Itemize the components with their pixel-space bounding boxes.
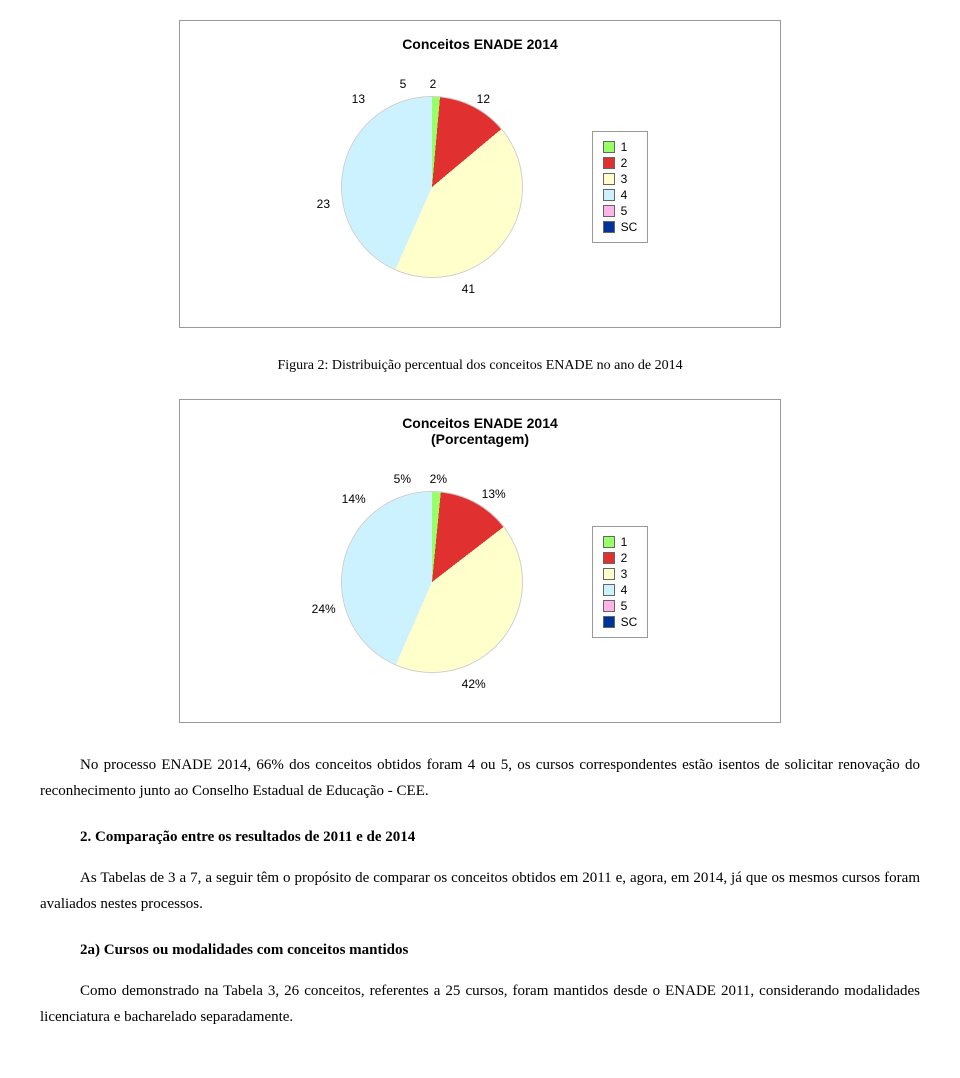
legend-swatch (603, 536, 615, 548)
chart-1-pie-wrap: 5 2 12 13 23 41 (312, 67, 552, 307)
legend-label: 5 (621, 599, 628, 613)
pie1-label-c6: 2 (430, 77, 437, 91)
legend-swatch (603, 552, 615, 564)
legend-swatch (603, 568, 615, 580)
figure-2-caption: Figura 2: Distribuição percentual dos co… (40, 358, 920, 374)
legend-item: 4 (603, 188, 638, 202)
pie2-label-c4: 24% (312, 602, 336, 616)
legend-swatch (603, 584, 615, 596)
legend-swatch (603, 141, 615, 153)
pie1-label-c1-c2: 12 (477, 92, 490, 106)
paragraph-2: As Tabelas de 3 a 7, a seguir têm o prop… (40, 866, 920, 917)
section-2-heading: 2. Comparação entre os resultados de 201… (40, 829, 920, 846)
chart-2-body: 5% 2% 13% 14% 24% 42% 1 2 3 4 5 SC (210, 462, 750, 702)
legend-swatch (603, 189, 615, 201)
legend-item: 2 (603, 551, 638, 565)
legend-swatch (603, 600, 615, 612)
chart-2-pie-wrap: 5% 2% 13% 14% 24% 42% (312, 462, 552, 702)
pie1-label-c3: 41 (462, 282, 475, 296)
chart-1-container: Conceitos ENADE 2014 5 2 12 13 23 41 1 2… (179, 20, 781, 328)
chart-2-pie (342, 492, 522, 672)
pie2-label-c6: 2% (430, 472, 447, 486)
legend-label: 2 (621, 551, 628, 565)
legend-item: 1 (603, 140, 638, 154)
legend-item: SC (603, 220, 638, 234)
legend-label: 2 (621, 156, 628, 170)
legend-swatch (603, 221, 615, 233)
chart-1-legend: 1 2 3 4 5 SC (592, 131, 649, 243)
pie2-label-c3: 42% (462, 677, 486, 691)
legend-label: SC (621, 220, 638, 234)
legend-item: 4 (603, 583, 638, 597)
legend-item: 5 (603, 204, 638, 218)
legend-swatch (603, 173, 615, 185)
legend-item: 3 (603, 567, 638, 581)
pie1-label-c4-top: 13 (352, 92, 365, 106)
legend-label: 4 (621, 188, 628, 202)
pie2-label-c5-left: 14% (342, 492, 366, 506)
legend-item: SC (603, 615, 638, 629)
legend-label: 1 (621, 140, 628, 154)
chart-1-title: Conceitos ENADE 2014 (210, 36, 750, 52)
chart-1-body: 5 2 12 13 23 41 1 2 3 4 5 SC (210, 67, 750, 307)
legend-item: 1 (603, 535, 638, 549)
legend-item: 2 (603, 156, 638, 170)
legend-label: 3 (621, 172, 628, 186)
chart-1-pie (342, 97, 522, 277)
legend-label: 5 (621, 204, 628, 218)
chart-2-title: Conceitos ENADE 2014 (Porcentagem) (210, 415, 750, 447)
legend-swatch (603, 205, 615, 217)
paragraph-1: No processo ENADE 2014, 66% dos conceito… (40, 753, 920, 804)
pie1-label-c5: 5 (400, 77, 407, 91)
legend-item: 3 (603, 172, 638, 186)
pie2-label-c2: 13% (482, 487, 506, 501)
legend-swatch (603, 157, 615, 169)
legend-label: 1 (621, 535, 628, 549)
chart-2-container: Conceitos ENADE 2014 (Porcentagem) 5% 2%… (179, 399, 781, 723)
pie1-label-c4: 23 (317, 197, 330, 211)
legend-label: 3 (621, 567, 628, 581)
legend-swatch (603, 616, 615, 628)
paragraph-3: Como demonstrado na Tabela 3, 26 conceit… (40, 979, 920, 1030)
chart-2-legend: 1 2 3 4 5 SC (592, 526, 649, 638)
legend-label: 4 (621, 583, 628, 597)
legend-item: 5 (603, 599, 638, 613)
legend-label: SC (621, 615, 638, 629)
section-2a-heading: 2a) Cursos ou modalidades com conceitos … (40, 942, 920, 959)
pie2-label-c5: 5% (394, 472, 411, 486)
